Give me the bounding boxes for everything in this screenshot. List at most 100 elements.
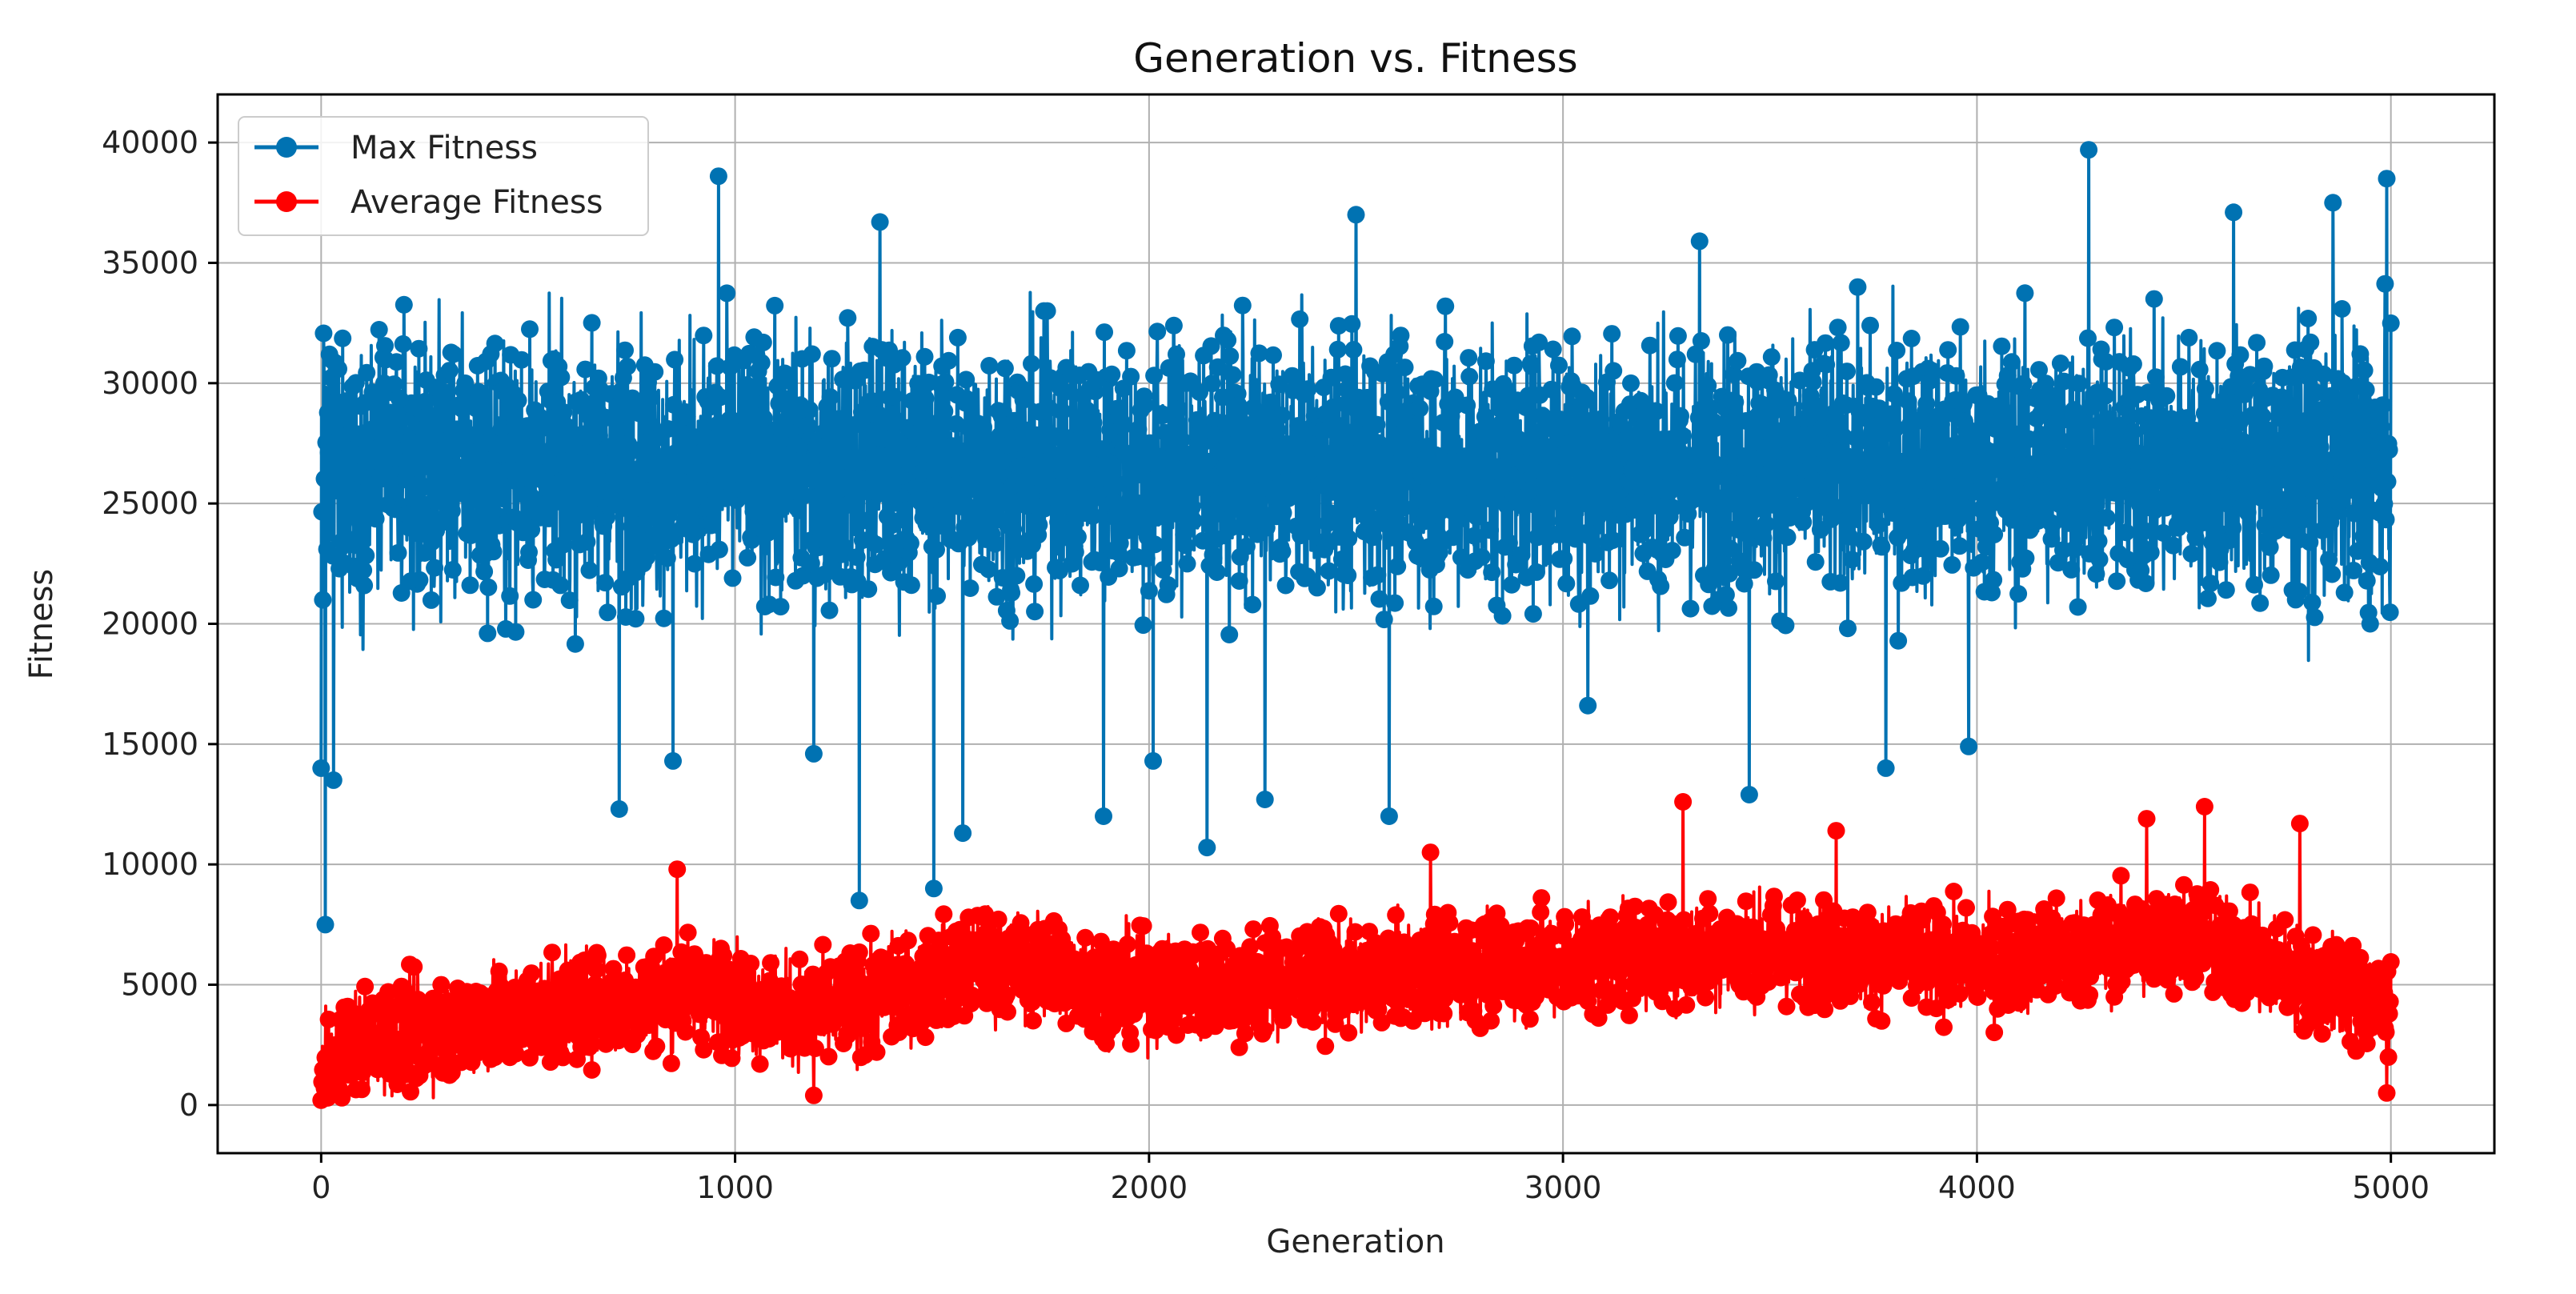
data-point: [747, 379, 765, 397]
data-point: [1421, 843, 1440, 862]
data-point: [1869, 515, 1888, 534]
data-point: [1393, 990, 1412, 1008]
data-point: [765, 496, 783, 515]
data-point: [1392, 327, 1410, 345]
data-point: [1458, 396, 1476, 415]
data-point: [1907, 447, 1925, 466]
data-point: [324, 771, 343, 789]
data-point: [980, 357, 999, 375]
data-point: [2069, 598, 2087, 616]
data-point: [358, 363, 376, 382]
data-point: [1117, 342, 1136, 360]
data-point: [1777, 616, 1795, 635]
data-point: [353, 1080, 371, 1099]
data-point: [1969, 988, 1987, 1006]
data-point: [364, 419, 383, 438]
data-point: [507, 623, 525, 641]
data-point: [1646, 480, 1664, 499]
data-point: [2251, 594, 2270, 612]
data-point: [1192, 923, 1209, 942]
data-point: [1276, 576, 1295, 595]
data-point: [979, 471, 997, 489]
data-point: [1817, 334, 1835, 352]
data-point: [616, 341, 634, 359]
data-point: [1255, 1021, 1273, 1039]
data-point: [1503, 575, 1520, 594]
data-point: [1586, 545, 1604, 563]
data-point: [523, 520, 541, 539]
data-point: [1336, 365, 1355, 383]
data-point: [1481, 521, 1500, 539]
data-point: [1719, 326, 1737, 344]
data-point: [539, 509, 558, 527]
data-point: [609, 405, 627, 423]
data-point: [1804, 373, 1822, 391]
data-point: [1026, 603, 1044, 621]
data-point: [1989, 397, 2007, 415]
data-point: [394, 335, 412, 353]
data-point: [795, 471, 814, 489]
data-point: [1985, 1024, 2004, 1042]
data-point: [413, 479, 431, 497]
data-point: [1806, 553, 1825, 571]
data-point: [1304, 1013, 1322, 1031]
data-point: [1340, 1024, 1358, 1042]
data-point: [2354, 527, 2373, 545]
data-point: [662, 1054, 680, 1072]
data-point: [1270, 375, 1288, 394]
data-point: [583, 314, 601, 332]
data-point: [2323, 565, 2342, 583]
data-point: [1945, 883, 1963, 900]
data-point: [1745, 561, 1764, 579]
data-point: [873, 414, 891, 432]
data-point: [1668, 351, 1686, 369]
data-point: [552, 368, 571, 387]
data-point: [1273, 543, 1292, 561]
data-point: [1388, 557, 1407, 575]
data-point: [580, 561, 599, 579]
data-point: [1170, 400, 1188, 419]
data-point: [1025, 575, 1044, 593]
data-point: [668, 860, 687, 879]
data-point: [432, 482, 451, 500]
data-point: [2061, 431, 2080, 450]
data-point: [1224, 366, 1242, 384]
data-point: [1994, 421, 2013, 439]
data-point: [422, 591, 440, 609]
data-point: [901, 534, 919, 552]
data-point: [520, 543, 538, 561]
data-point: [1219, 331, 1237, 350]
data-point: [554, 535, 572, 554]
data-point: [874, 430, 892, 448]
data-point: [1648, 402, 1665, 420]
data-point: [371, 467, 390, 486]
data-point: [2014, 375, 2033, 393]
data-point: [871, 213, 889, 231]
data-point: [1725, 366, 1743, 383]
data-point: [1059, 498, 1077, 516]
data-point: [2146, 368, 2165, 387]
data-point: [2136, 522, 2154, 540]
data-point: [1297, 521, 1316, 539]
data-point: [1957, 899, 1975, 917]
data-point: [2369, 458, 2387, 476]
data-point: [742, 955, 760, 972]
data-point: [1223, 518, 1241, 536]
data-point: [583, 1061, 601, 1079]
data-point: [628, 441, 647, 459]
data-point: [2290, 815, 2309, 833]
data-point: [2355, 361, 2374, 379]
data-point: [1284, 474, 1303, 491]
data-point: [1347, 206, 1365, 224]
data-point: [1394, 499, 1412, 517]
data-point: [821, 388, 839, 407]
data-point: [1922, 361, 1941, 379]
data-point: [961, 579, 980, 597]
data-point: [1028, 426, 1046, 444]
data-point: [1345, 460, 1364, 478]
data-point: [948, 328, 967, 347]
data-point: [2062, 560, 2081, 579]
data-point: [521, 320, 539, 339]
data-point: [963, 480, 981, 499]
data-point: [862, 924, 880, 943]
